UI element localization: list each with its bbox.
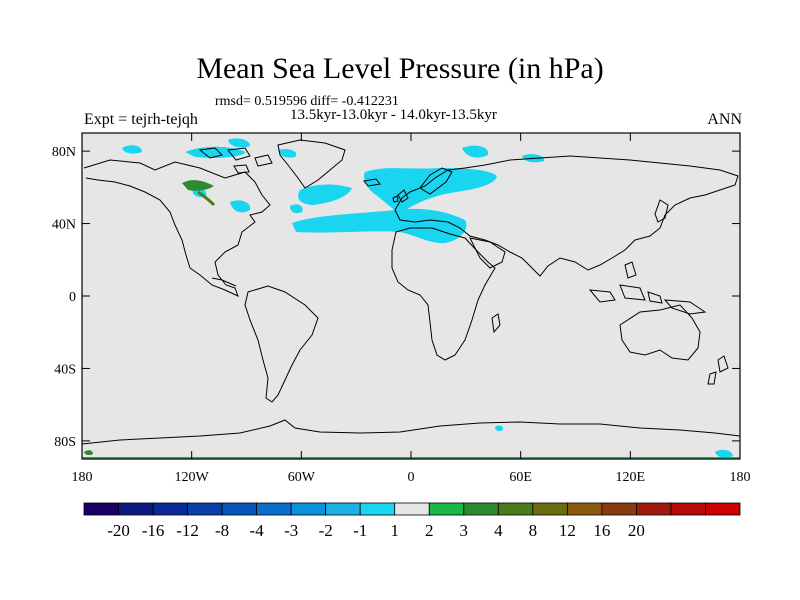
lon-tick-label: 120E bbox=[616, 470, 646, 485]
colorbar-swatch bbox=[187, 502, 223, 516]
colorbar-swatch bbox=[463, 502, 499, 516]
colorbar-label: -8 bbox=[215, 521, 229, 540]
colorbar-swatch bbox=[532, 502, 568, 516]
colorbar-swatch bbox=[290, 502, 327, 516]
colorbar-label: -20 bbox=[107, 521, 130, 540]
period-text: 13.5kyr-13.0kyr - 14.0kyr-13.5kyr bbox=[290, 107, 497, 123]
lon-tick-label: 180 bbox=[730, 470, 751, 485]
colorbar-label: 20 bbox=[628, 521, 645, 540]
lon-tick-label: 0 bbox=[408, 470, 415, 485]
lat-tick-label: 40N bbox=[52, 218, 76, 233]
colorbar-label: -2 bbox=[319, 521, 333, 540]
plot-title: Mean Sea Level Pressure (in hPa) bbox=[196, 52, 604, 85]
colorbar-label: -4 bbox=[250, 521, 265, 540]
lon-tick-label: 60W bbox=[288, 470, 316, 485]
colorbar-swatch bbox=[118, 502, 154, 516]
colorbar-swatch bbox=[221, 502, 258, 516]
colorbar-label: 1 bbox=[390, 521, 399, 540]
season-label: ANN bbox=[707, 111, 742, 128]
colorbar-swatch bbox=[566, 502, 603, 516]
colorbar: -20 -16 -12 -8 -4 -3 -2 -1 1 2 3 4 8 12 16 20 bbox=[83, 502, 741, 540]
colorbar-label: 2 bbox=[425, 521, 434, 540]
colorbar-label: -12 bbox=[176, 521, 199, 540]
stats-text: rmsd= 0.519596 diff= -0.412231 bbox=[215, 94, 399, 109]
colorbar-label: -1 bbox=[353, 521, 367, 540]
colorbar-swatch bbox=[670, 502, 706, 516]
colorbar-label: 3 bbox=[460, 521, 469, 540]
lat-tick-label: 40S bbox=[54, 362, 76, 377]
colorbar-label: 16 bbox=[593, 521, 610, 540]
colorbar-swatch bbox=[497, 502, 534, 516]
colorbar-swatch bbox=[256, 502, 292, 516]
lat-tick-label: 0 bbox=[69, 290, 76, 305]
coastlines bbox=[81, 139, 741, 445]
longitude-axis: 180 120W 60W 0 60E 120E 180 bbox=[72, 133, 751, 485]
colorbar-swatch bbox=[636, 502, 672, 516]
experiment-label: Expt = tejrh-tejqh bbox=[84, 111, 198, 128]
colorbar-swatch bbox=[705, 502, 741, 516]
colorbar-label: 8 bbox=[529, 521, 538, 540]
colorbar-swatch bbox=[394, 502, 430, 516]
colorbar-label: 4 bbox=[494, 521, 503, 540]
latitude-axis: 80N 40N 0 40S 80S bbox=[52, 145, 740, 450]
colorbar-swatch bbox=[428, 502, 465, 516]
anomaly-shading bbox=[82, 138, 740, 459]
lat-tick-label: 80N bbox=[52, 145, 76, 160]
colorbar-swatch bbox=[83, 502, 119, 516]
colorbar-label: -3 bbox=[284, 521, 298, 540]
colorbar-label: -16 bbox=[142, 521, 165, 540]
colorbar-swatch bbox=[359, 502, 396, 516]
lat-tick-label: 80S bbox=[54, 435, 76, 450]
colorbar-swatch bbox=[152, 502, 188, 516]
lon-tick-label: 60E bbox=[509, 470, 532, 485]
lon-tick-label: 180 bbox=[72, 470, 93, 485]
colorbar-swatch bbox=[325, 502, 361, 516]
colorbar-label: 12 bbox=[559, 521, 576, 540]
colorbar-swatch bbox=[601, 502, 637, 516]
lon-tick-label: 120W bbox=[175, 470, 210, 485]
